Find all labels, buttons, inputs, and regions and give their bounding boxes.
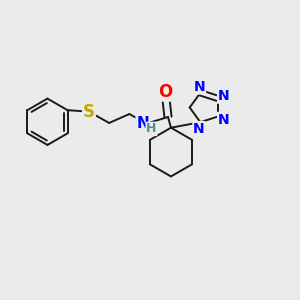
Text: N: N (218, 89, 230, 103)
Text: N: N (193, 122, 205, 136)
Text: S: S (83, 103, 95, 121)
Text: H: H (146, 122, 157, 135)
Text: N: N (194, 80, 205, 94)
Text: N: N (218, 112, 230, 127)
Text: O: O (158, 83, 173, 101)
Text: N: N (136, 116, 149, 131)
